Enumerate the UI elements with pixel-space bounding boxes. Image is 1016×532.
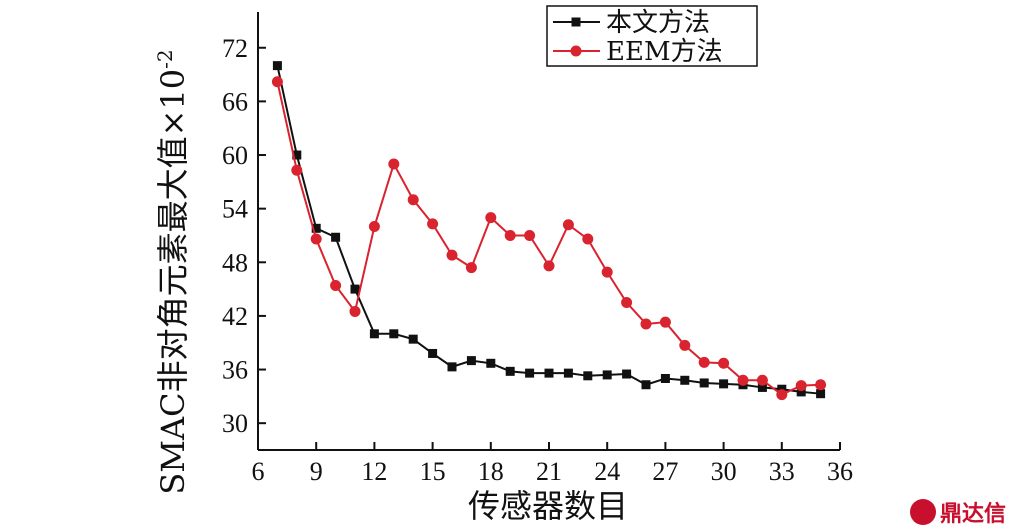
- data-point-circle: [815, 379, 827, 391]
- data-point-square: [622, 369, 632, 379]
- data-point-circle: [776, 389, 788, 401]
- y-tick-label: 66: [222, 87, 248, 116]
- legend-label: EEM方法: [606, 37, 723, 67]
- data-point-square: [641, 380, 651, 390]
- data-point-circle: [310, 233, 322, 245]
- data-point-circle: [679, 339, 691, 351]
- y-tick-label: 42: [222, 302, 248, 331]
- x-tick-label: 12: [361, 457, 387, 486]
- data-point-circle: [582, 233, 594, 245]
- data-point-circle: [271, 76, 283, 88]
- data-point-square: [331, 232, 341, 242]
- data-point-circle: [388, 158, 400, 170]
- data-point-square: [505, 366, 515, 376]
- data-point-circle: [349, 305, 361, 317]
- watermark-logo-icon: [909, 499, 936, 525]
- x-tick-label: 9: [310, 457, 323, 486]
- data-point-circle: [485, 212, 497, 224]
- y-axis-label-exponent: -2: [153, 49, 177, 68]
- y-axis-label: SMAC非对角元素最大值×10-2: [153, 49, 192, 494]
- data-point-circle: [330, 280, 342, 292]
- y-tick-label: 36: [222, 356, 248, 385]
- data-point-circle: [659, 316, 671, 328]
- series-line: [276, 65, 821, 395]
- legend-box: [546, 5, 758, 67]
- x-tick-label: 15: [420, 457, 446, 486]
- data-point-square: [816, 389, 826, 399]
- x-tick-label: 18: [478, 457, 504, 486]
- data-point-square: [486, 358, 496, 368]
- data-point-circle: [291, 164, 303, 176]
- data-point-square: [680, 375, 690, 385]
- data-point-square: [660, 373, 670, 383]
- data-point-square: [719, 379, 729, 389]
- data-point-square: [796, 387, 806, 397]
- data-point-circle: [795, 380, 807, 392]
- data-point-square: [563, 368, 573, 378]
- y-axis-label-text: SMAC非对角元素最大值×10: [154, 69, 192, 495]
- data-point-circle: [368, 221, 380, 233]
- data-point-circle: [427, 218, 439, 230]
- x-tick-label: 21: [536, 457, 562, 486]
- y-tick-label: 54: [222, 195, 248, 224]
- watermark: 鼎达信: [909, 496, 1006, 528]
- data-point-square: [602, 370, 612, 380]
- legend-marker-circle: [570, 45, 582, 57]
- data-point-circle: [756, 374, 768, 386]
- data-point-circle: [407, 194, 419, 206]
- x-tick-label: 27: [652, 457, 678, 486]
- x-tick-label: 36: [827, 457, 853, 486]
- data-point-circle: [698, 356, 710, 368]
- data-point-square: [466, 356, 476, 366]
- x-tick-label: 33: [769, 457, 795, 486]
- data-point-square: [583, 371, 593, 381]
- data-point-circle: [524, 229, 536, 241]
- data-point-square: [699, 378, 709, 388]
- data-point-circle: [718, 357, 730, 369]
- data-point-square: [408, 334, 418, 344]
- data-point-circle: [640, 318, 652, 330]
- legend-label: 本文方法: [606, 8, 710, 38]
- data-point-circle: [543, 260, 555, 272]
- series-layer: [271, 61, 827, 401]
- x-axis-label: 传感器数目: [468, 487, 628, 525]
- data-point-circle: [465, 262, 477, 274]
- series-line: [276, 81, 821, 396]
- data-point-square: [525, 368, 535, 378]
- data-point-square: [757, 382, 767, 392]
- data-point-circle: [446, 249, 458, 261]
- data-point-square: [428, 348, 438, 358]
- series-1: [272, 61, 826, 399]
- data-point-square: [389, 329, 399, 339]
- data-point-square: [272, 61, 282, 71]
- legend-marker-square: [571, 17, 581, 27]
- y-tick-label: 72: [222, 34, 248, 63]
- y-tick-label: 60: [222, 141, 248, 170]
- y-tick-label: 30: [222, 409, 248, 438]
- x-tick-label: 24: [594, 457, 620, 486]
- series-2: [271, 76, 827, 401]
- data-point-circle: [621, 297, 633, 309]
- y-tick-label: 48: [222, 248, 248, 277]
- watermark-text: 鼎达信: [939, 502, 1006, 527]
- data-point-square: [311, 223, 321, 233]
- data-point-circle: [601, 266, 613, 278]
- data-point-square: [447, 362, 457, 372]
- data-point-square: [544, 368, 554, 378]
- data-point-square: [369, 329, 379, 339]
- data-point-circle: [504, 229, 516, 241]
- data-point-square: [292, 150, 302, 160]
- data-point-square: [350, 284, 360, 294]
- x-tick-label: 30: [711, 457, 737, 486]
- x-tick-label: 6: [252, 457, 265, 486]
- data-point-circle: [737, 374, 749, 386]
- data-point-circle: [562, 219, 574, 231]
- axes: 6 9 12 15 18 21 24 27 30 33 36 30 36 42 48 54 60 66 72: [222, 12, 853, 486]
